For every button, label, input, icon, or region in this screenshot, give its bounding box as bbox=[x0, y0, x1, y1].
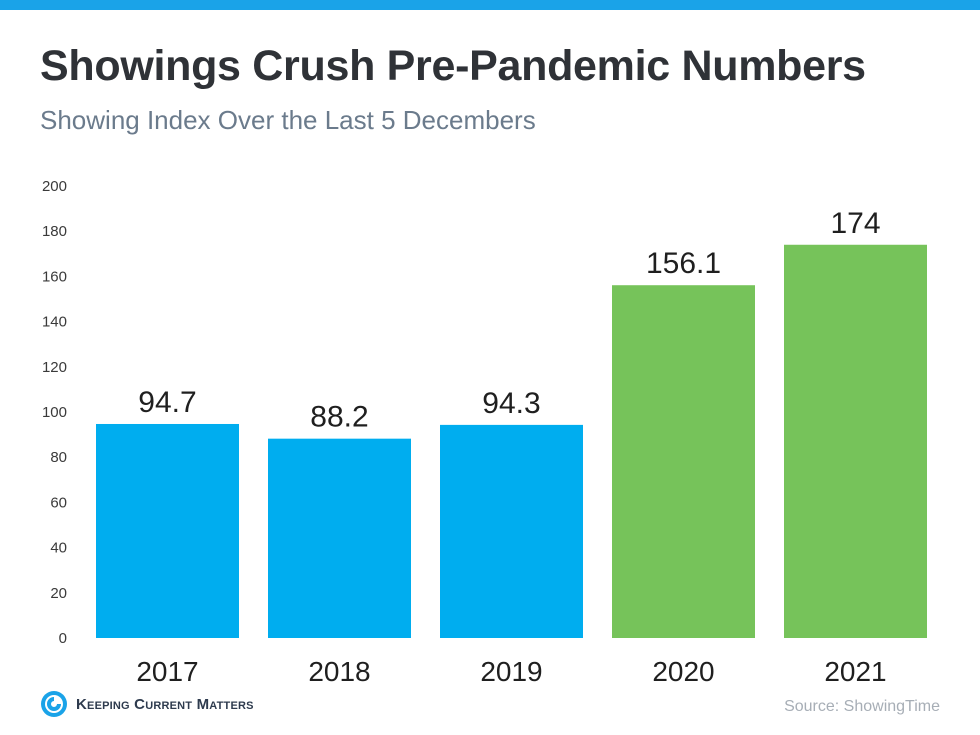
y-tick-label: 100 bbox=[42, 404, 67, 421]
y-tick-label: 80 bbox=[50, 449, 67, 466]
top-accent-bar bbox=[0, 0, 980, 10]
value-label: 174 bbox=[830, 207, 880, 240]
bar-2020 bbox=[612, 285, 755, 638]
bar-2018 bbox=[268, 438, 411, 638]
y-tick-label: 140 bbox=[42, 314, 67, 331]
y-tick-label: 200 bbox=[42, 178, 67, 195]
y-tick-label: 160 bbox=[42, 268, 67, 285]
x-tick-label: 2017 bbox=[136, 656, 198, 687]
kcm-logo-text: Keeping Current Matters bbox=[76, 695, 254, 713]
value-label: 156.1 bbox=[646, 247, 721, 280]
x-tick-label: 2021 bbox=[824, 656, 886, 687]
bar-2017 bbox=[96, 423, 239, 638]
bar-2021 bbox=[784, 244, 927, 638]
source-note: Source: ShowingTime bbox=[784, 698, 940, 715]
chart-subtitle: Showing Index Over the Last 5 Decembers bbox=[40, 105, 536, 135]
chart-title: Showings Crush Pre-Pandemic Numbers bbox=[40, 42, 866, 90]
bar-2019 bbox=[440, 424, 583, 638]
value-label: 94.3 bbox=[482, 387, 540, 420]
x-tick-label: 2020 bbox=[652, 656, 714, 687]
value-label: 94.7 bbox=[138, 386, 196, 419]
y-tick-label: 40 bbox=[50, 540, 67, 557]
kcm-logo: Keeping Current Matters bbox=[40, 690, 254, 718]
y-tick-label: 120 bbox=[42, 359, 67, 376]
y-tick-label: 180 bbox=[42, 223, 67, 240]
y-tick-label: 0 bbox=[59, 630, 67, 647]
y-tick-label: 60 bbox=[50, 494, 67, 511]
x-tick-label: 2018 bbox=[308, 656, 370, 687]
kcm-logo-icon bbox=[41, 691, 67, 717]
x-tick-label: 2019 bbox=[480, 656, 542, 687]
value-label: 88.2 bbox=[310, 401, 368, 434]
y-tick-label: 20 bbox=[50, 585, 67, 602]
